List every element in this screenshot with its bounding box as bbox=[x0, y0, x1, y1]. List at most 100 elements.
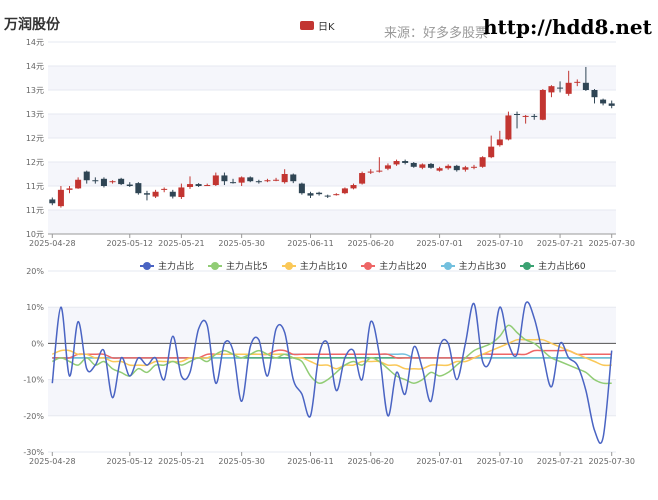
candle bbox=[582, 66, 589, 91]
candle bbox=[479, 156, 486, 168]
candle bbox=[204, 183, 211, 187]
kline-x-ticks: 2025-04-28 2025-05-12 2025-05-21 2025-05-30… bbox=[29, 234, 635, 248]
candle-body bbox=[427, 163, 434, 168]
ratio-legend-item[interactable]: 主力占比30 bbox=[440, 259, 506, 272]
ratio-y-ticks: 20% 10% 0% -10% -20% -30% bbox=[23, 267, 44, 457]
candle-body bbox=[359, 173, 366, 184]
candle-body bbox=[66, 188, 73, 190]
kline-y-tick-label: 11元 bbox=[26, 182, 44, 191]
source-label: 来源：好多多股票 bbox=[384, 26, 489, 41]
ratio-legend-label: 主力占比10 bbox=[299, 262, 348, 272]
candle-body bbox=[57, 189, 64, 207]
kline-x-tick-label: 2025-06-20 bbox=[347, 239, 394, 248]
ratio-legend-item[interactable]: 主力占比 bbox=[140, 259, 194, 272]
kline-bands bbox=[48, 66, 616, 234]
kline-band bbox=[48, 66, 616, 90]
candle-body bbox=[436, 168, 443, 171]
candle-body bbox=[384, 165, 391, 169]
ratio-y-tick-label: 0% bbox=[31, 339, 44, 348]
candle-body bbox=[230, 182, 237, 184]
candle bbox=[221, 172, 228, 186]
ratio-legend-dot bbox=[211, 261, 220, 270]
candle-body bbox=[143, 193, 150, 195]
site-watermark: http://hdd8.net bbox=[483, 15, 652, 39]
ratio-x-tick-label: 2025-07-30 bbox=[588, 457, 635, 466]
candle-body bbox=[410, 162, 417, 167]
ratio-legend-line bbox=[140, 261, 154, 270]
candle-body bbox=[488, 146, 495, 158]
candle bbox=[152, 189, 159, 198]
candle-body bbox=[376, 170, 383, 172]
ratio-legend-dot bbox=[364, 261, 373, 270]
candle-body bbox=[324, 195, 331, 197]
candle-body bbox=[600, 99, 607, 104]
candle bbox=[393, 159, 400, 166]
candle-body bbox=[505, 115, 512, 140]
ratio-y-tick-label: 20% bbox=[26, 267, 44, 276]
candle-body bbox=[195, 184, 202, 186]
candle-body bbox=[100, 178, 107, 186]
ratio-band bbox=[48, 379, 616, 416]
candle bbox=[57, 186, 64, 208]
ratio-y-tick-label: -10% bbox=[23, 376, 44, 385]
ratio-x-tick-label: 2025-05-12 bbox=[107, 457, 154, 466]
ratio-legend-line bbox=[520, 261, 535, 270]
ratio-x-ticks: 2025-04-28 2025-05-12 2025-05-21 2025-05-30… bbox=[29, 452, 635, 466]
candle bbox=[126, 182, 133, 187]
ratio-legend-item[interactable]: 主力占比60 bbox=[520, 259, 586, 272]
candle-body bbox=[83, 171, 90, 181]
candle bbox=[324, 194, 331, 198]
candle bbox=[367, 169, 374, 174]
candle bbox=[539, 89, 546, 121]
candle-body bbox=[591, 90, 598, 98]
kline-x-tick-label: 2025-07-10 bbox=[477, 239, 524, 248]
kline-legend[interactable]: 日K bbox=[300, 18, 335, 33]
kline-y-ticks: 10元 11元 11元 12元 12元 13元 13元 14元 14元 bbox=[26, 38, 44, 239]
candle-body bbox=[496, 139, 503, 146]
candle-body bbox=[548, 86, 555, 93]
ratio-x-tick-label: 2025-07-01 bbox=[416, 457, 463, 466]
kline-y-tick-label: 13元 bbox=[26, 86, 44, 95]
ratio-series-line bbox=[51, 301, 613, 444]
candle-body bbox=[307, 193, 314, 196]
candle bbox=[161, 187, 168, 193]
candle-body bbox=[126, 184, 133, 186]
kline-candles bbox=[49, 66, 615, 208]
candle bbox=[402, 159, 409, 165]
ratio-band bbox=[48, 307, 616, 344]
ratio-legend-label: 主力占比20 bbox=[379, 262, 427, 272]
ratio-legend[interactable]: 主力占比 主力占比5 主力占比10 主力占比20 主力占比30 主力占比60 bbox=[140, 259, 600, 272]
candle-body bbox=[402, 161, 409, 163]
candle-body bbox=[333, 194, 340, 196]
candle bbox=[488, 135, 495, 159]
candle bbox=[341, 187, 348, 195]
ratio-legend-dot bbox=[443, 261, 452, 270]
candle bbox=[118, 177, 125, 186]
candle-body bbox=[75, 179, 82, 189]
candle-body bbox=[316, 192, 323, 195]
chart-title: 万润股份 bbox=[4, 17, 60, 33]
candle bbox=[281, 169, 288, 184]
kline-x-tick-label: 2025-05-30 bbox=[218, 239, 265, 248]
candle bbox=[92, 177, 99, 184]
kline-x-tick-label: 2025-04-28 bbox=[29, 239, 76, 248]
ratio-legend-item[interactable]: 主力占比20 bbox=[361, 259, 427, 272]
candle bbox=[427, 162, 434, 169]
ratio-legend-line bbox=[361, 261, 376, 270]
candle bbox=[470, 164, 478, 170]
candle bbox=[100, 177, 107, 188]
candle bbox=[410, 162, 417, 168]
candle bbox=[608, 100, 615, 109]
candle bbox=[548, 85, 555, 98]
candle-body bbox=[393, 161, 400, 165]
ratio-bands bbox=[48, 307, 616, 416]
candle-body bbox=[161, 188, 168, 190]
kline-band bbox=[48, 162, 616, 186]
ratio-legend-label: 主力占比60 bbox=[538, 262, 586, 272]
candle bbox=[247, 176, 254, 183]
ratio-legend-item[interactable]: 主力占比10 bbox=[281, 259, 348, 272]
ratio-legend-item[interactable]: 主力占比5 bbox=[208, 259, 268, 272]
candle-body bbox=[49, 199, 56, 204]
candle-body bbox=[204, 185, 211, 187]
candle bbox=[143, 190, 150, 201]
